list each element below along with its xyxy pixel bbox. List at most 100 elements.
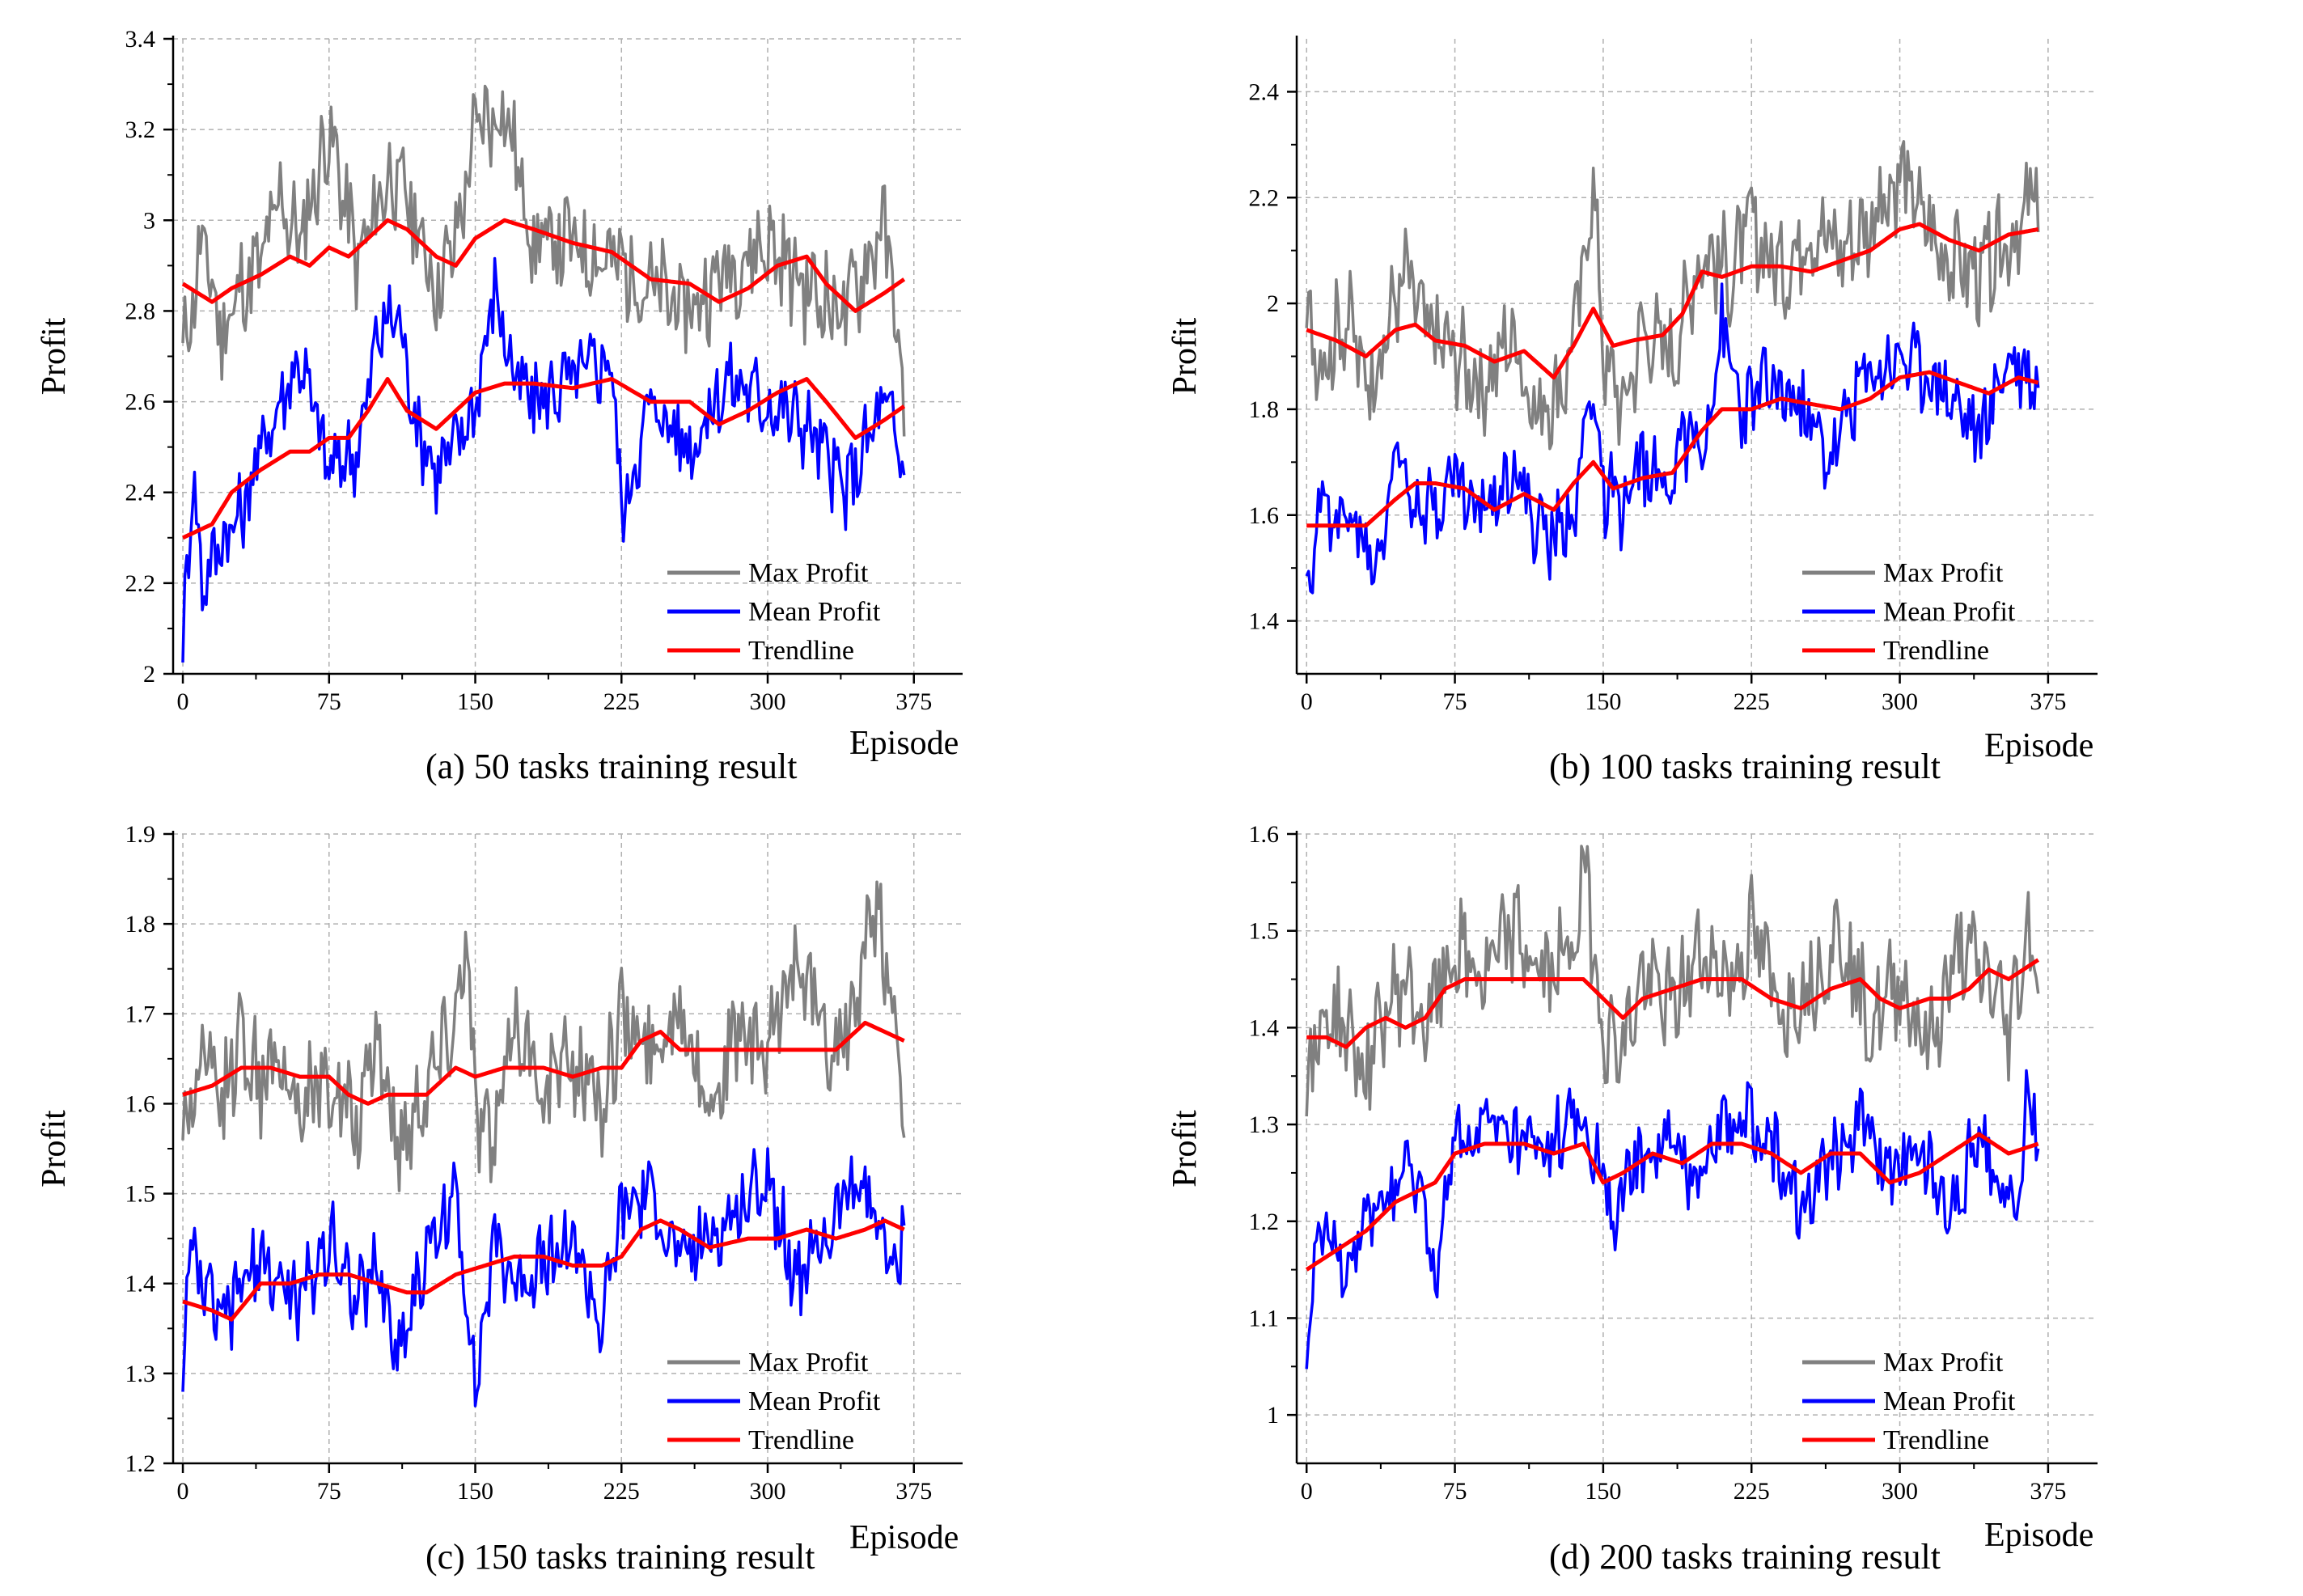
y-tick-label: 1.5 (125, 1181, 156, 1208)
series-trendline-line (182, 1020, 905, 1106)
series-max-profit-line (181, 880, 906, 1192)
y-tick-label: 1.6 (1249, 821, 1280, 848)
y-tick-label: 1.6 (125, 1090, 156, 1117)
series-max-profit-line (1305, 845, 2040, 1117)
series-mean-profit-line (181, 256, 906, 663)
x-tick-label: 225 (603, 1478, 640, 1505)
panel-a: 0 75 150 225 300 375 2 2.2 2.4 2.6 2.8 3 3.2 3.4 Episo… (36, 26, 963, 762)
legend-label: Trendline (748, 1425, 854, 1455)
y-axis-label: Profit (1166, 1110, 1204, 1187)
y-tick-label: 1.9 (125, 821, 156, 848)
y-tick-label: 1.5 (1249, 918, 1280, 945)
legend: Max Profit Mean Profit Trendline (1802, 1348, 2016, 1455)
y-tick-label: 2.2 (125, 570, 156, 597)
y-tick-label: 1.7 (125, 1001, 156, 1027)
y-axis-label: Profit (36, 317, 73, 395)
legend-label: Max Profit (1883, 558, 2004, 588)
x-tick-label: 375 (895, 688, 932, 715)
y-tick-label: 2 (143, 661, 155, 688)
series-mean-profit-line (1305, 1069, 2040, 1370)
y-tick-label: 1.3 (125, 1361, 156, 1387)
x-axis-label: Episode (849, 725, 959, 762)
x-tick-label: 375 (2030, 688, 2066, 715)
y-tick-label: 2.2 (1249, 184, 1280, 211)
y-tick-label: 1.8 (1249, 396, 1280, 423)
x-axis-label: Episode (1984, 727, 2093, 764)
y-axis-label: Profit (36, 1110, 73, 1187)
y-tick-label: 1.4 (1249, 1014, 1280, 1041)
y-tick-label: 1.4 (125, 1271, 156, 1298)
caption-b: (b) 100 tasks training result (1549, 747, 1941, 786)
y-tick-label: 2.8 (125, 298, 156, 324)
series-mean-profit-line (1305, 282, 2040, 595)
x-axis-label: Episode (1984, 1517, 2093, 1554)
y-tick-label: 1.6 (1249, 502, 1280, 529)
y-tick-label: 2.6 (125, 389, 156, 416)
y-tick-label: 2.4 (125, 480, 156, 506)
x-tick-label: 0 (177, 688, 189, 715)
legend-label: Max Profit (748, 558, 869, 588)
x-tick-label: 300 (1882, 1478, 1918, 1505)
legend: Max Profit Mean Profit Trendline (667, 1348, 881, 1455)
series-trendline-line (182, 1218, 905, 1322)
x-tick-label: 0 (1301, 1478, 1313, 1505)
y-tick-label: 3.2 (125, 116, 156, 143)
x-tick-label: 75 (1443, 1478, 1467, 1505)
series-max-profit-line (1305, 140, 2040, 451)
y-tick-label: 1.2 (1249, 1209, 1280, 1235)
x-tick-label: 225 (1734, 1478, 1770, 1505)
x-tick-label: 150 (457, 688, 493, 715)
caption-a: (a) 50 tasks training result (425, 747, 798, 786)
x-tick-label: 0 (1301, 688, 1313, 715)
legend: Max Profit Mean Profit Trendline (667, 558, 881, 666)
y-tick-label: 1.4 (1249, 608, 1280, 635)
legend-label: Mean Profit (748, 597, 881, 627)
legend-label: Trendline (1883, 636, 1989, 666)
legend-label: Mean Profit (1883, 1386, 2016, 1416)
series-trendline-line (1306, 958, 2040, 1049)
x-tick-label: 150 (1585, 688, 1621, 715)
y-tick-label: 2 (1267, 290, 1279, 317)
x-axis-label: Episode (849, 1519, 959, 1556)
series-trendline-line (181, 377, 906, 540)
y-tick-label: 1.1 (1249, 1305, 1280, 1331)
legend-label: Trendline (748, 636, 854, 666)
y-tick-label: 1.3 (1249, 1111, 1280, 1138)
series-max-profit-line (181, 84, 906, 437)
legend-label: Mean Profit (748, 1386, 881, 1416)
x-tick-label: 150 (457, 1478, 493, 1505)
panel-d: 0 75 150 225 300 375 1 1.1 1.2 1.3 1.4 1.5 1.6 Episod… (1166, 821, 2098, 1554)
legend-label: Max Profit (1883, 1348, 2004, 1378)
x-tick-label: 75 (317, 1478, 341, 1505)
series-trendline-line (1306, 222, 2039, 380)
y-tick-label: 1.8 (125, 911, 156, 938)
series-trendline-line (1306, 370, 2039, 528)
series-trendline-line (181, 218, 906, 313)
grid (1297, 39, 2098, 674)
x-tick-label: 300 (750, 688, 786, 715)
x-tick-label: 300 (1882, 688, 1918, 715)
x-tick-label: 225 (1734, 688, 1770, 715)
y-tick-label: 1 (1267, 1402, 1279, 1429)
panel-c: 0 75 150 225 300 375 1.2 1.3 1.4 1.5 1.6 1.7 1.8 1.9 E… (36, 821, 963, 1556)
x-tick-label: 0 (177, 1478, 189, 1505)
y-tick-label: 3.4 (125, 26, 156, 53)
x-tick-label: 225 (603, 688, 640, 715)
y-tick-label: 2.4 (1249, 78, 1280, 105)
x-tick-label: 75 (1443, 688, 1467, 715)
legend-label: Mean Profit (1883, 597, 2016, 627)
y-tick-label: 1.2 (125, 1450, 156, 1477)
x-tick-label: 300 (750, 1478, 786, 1505)
y-tick-label: 3 (143, 207, 155, 234)
x-tick-label: 375 (2030, 1478, 2066, 1505)
caption-d: (d) 200 tasks training result (1549, 1537, 1941, 1577)
series-mean-profit-line (181, 1147, 906, 1408)
legend-label: Max Profit (748, 1348, 869, 1378)
y-axis-label: Profit (1166, 317, 1204, 395)
series-trendline-line (1305, 1132, 2039, 1272)
panel-b: 0 75 150 225 300 375 1.4 1.6 1.8 2 2.2 2.4 Episode Pr… (1166, 36, 2098, 764)
x-tick-label: 150 (1585, 1478, 1621, 1505)
legend-label: Trendline (1883, 1425, 1989, 1455)
caption-c: (c) 150 tasks training result (425, 1537, 815, 1577)
legend: Max Profit Mean Profit Trendline (1802, 558, 2016, 666)
